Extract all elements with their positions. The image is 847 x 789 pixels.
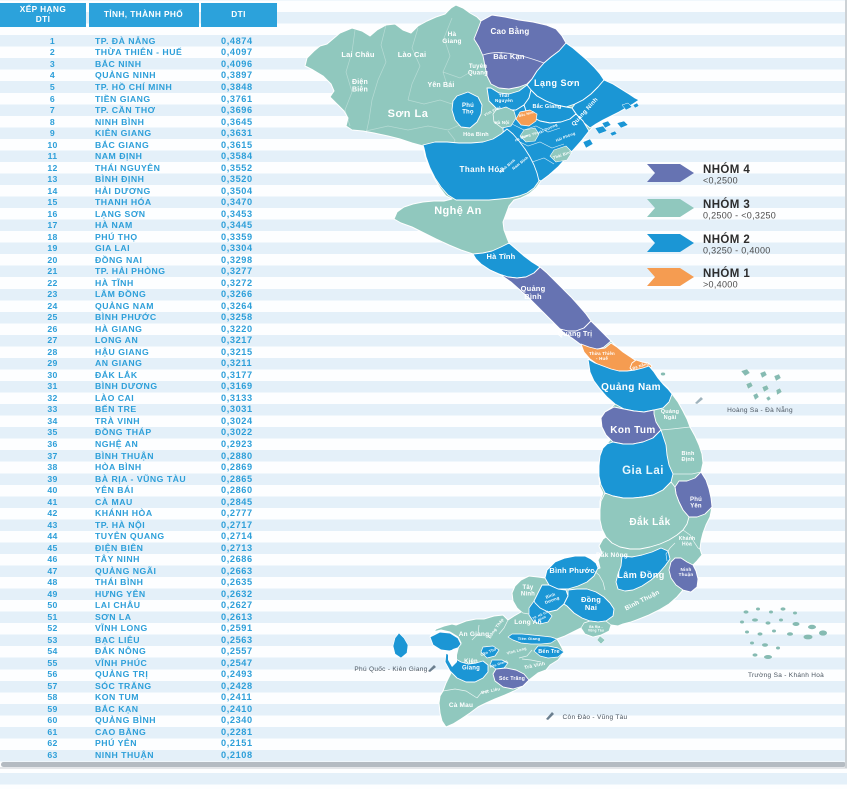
svg-text:Bắc Giang: Bắc Giang [532, 103, 561, 110]
svg-text:Bà Rịa -Vũng Tàu: Bà Rịa -Vũng Tàu [588, 625, 604, 633]
svg-text:Gia Lai: Gia Lai [622, 465, 664, 477]
svg-text:Cà Mau: Cà Mau [449, 702, 473, 709]
svg-text:Hòa Bình: Hòa Bình [463, 132, 489, 138]
svg-text:Đắk Lắk: Đắk Lắk [629, 515, 670, 528]
svg-text:An Giang: An Giang [459, 631, 490, 638]
svg-text:Hà Tĩnh: Hà Tĩnh [487, 252, 516, 261]
svg-text:Lai Châu: Lai Châu [341, 50, 374, 59]
svg-text:Thái Bình: Thái Bình [552, 149, 573, 160]
svg-text:NHÓM 4: NHÓM 4 [703, 163, 750, 176]
svg-text:Nghệ An: Nghệ An [434, 205, 482, 217]
svg-text:Sơn La: Sơn La [388, 108, 429, 120]
svg-text:NHÓM 3: NHÓM 3 [703, 198, 750, 211]
svg-text:Hậu Giang: Hậu Giang [489, 659, 508, 669]
svg-text:<0,2500: <0,2500 [703, 176, 738, 186]
svg-text:Lạng Sơn: Lạng Sơn [534, 78, 580, 88]
svg-text:Lào Cai: Lào Cai [398, 50, 427, 59]
svg-text:Bạc Liêu: Bạc Liêu [481, 686, 501, 695]
svg-text:Quảng Nam: Quảng Nam [601, 382, 661, 393]
svg-text:>0,4000: >0,4000 [703, 280, 738, 290]
svg-text:Bến Tre: Bến Tre [538, 648, 560, 655]
svg-text:Đắk Nông: Đắk Nông [596, 550, 628, 559]
svg-text:0,2500 - <0,3250: 0,2500 - <0,3250 [703, 211, 776, 221]
svg-text:Hà Nam: Hà Nam [514, 134, 528, 143]
svg-text:Bình Phước: Bình Phước [549, 566, 594, 575]
svg-text:Cần Thơ: Cần Thơ [480, 647, 497, 657]
svg-text:Đà Nẵng: Đà Nẵng [632, 360, 650, 370]
svg-text:Thanh Hóa: Thanh Hóa [460, 165, 505, 174]
svg-text:Côn Đảo - Vũng Tàu: Côn Đảo - Vũng Tàu [563, 714, 628, 721]
svg-text:NHÓM 1: NHÓM 1 [703, 267, 750, 280]
svg-text:Yên Bái: Yên Bái [427, 82, 454, 89]
svg-text:Hà Nội: Hà Nội [494, 120, 509, 125]
svg-text:Thừa Thiên- Huế: Thừa Thiên - Huế [589, 351, 615, 361]
svg-text:Kon Tum: Kon Tum [610, 425, 655, 436]
svg-text:Cao Bằng: Cao Bằng [491, 27, 530, 36]
svg-text:Bắc Kạn: Bắc Kạn [493, 52, 525, 61]
svg-text:Hưng Yên: Hưng Yên [520, 131, 539, 140]
svg-text:Quảng Trị: Quảng Trị [558, 331, 592, 338]
svg-text:Hải Phòng: Hải Phòng [555, 131, 576, 143]
svg-text:Lâm Đồng: Lâm Đồng [617, 570, 664, 580]
svg-text:Bắc Ninh: Bắc Ninh [518, 109, 535, 118]
svg-text:BìnhDương: BìnhDương [543, 591, 561, 605]
svg-text:Trà Vinh: Trà Vinh [524, 661, 546, 671]
svg-text:Vĩnh Long: Vĩnh Long [506, 646, 527, 655]
svg-text:Phú Quốc - Kiên Giang: Phú Quốc - Kiên Giang [354, 664, 427, 673]
svg-text:Hoàng Sa - Đà Nẵng: Hoàng Sa - Đà Nẵng [727, 405, 793, 414]
svg-text:Sóc Trăng: Sóc Trăng [499, 676, 525, 682]
svg-text:Long An: Long An [514, 619, 542, 626]
svg-text:Tiền Giang: Tiền Giang [518, 636, 541, 641]
svg-text:Trường Sa - Khánh Hoà: Trường Sa - Khánh Hoà [748, 672, 824, 679]
svg-text:0,3250 - 0,4000: 0,3250 - 0,4000 [703, 246, 771, 256]
svg-text:NHÓM 2: NHÓM 2 [703, 233, 750, 246]
svg-text:TP. Hồ ChíMinh: TP. Hồ ChíMinh [532, 610, 551, 624]
